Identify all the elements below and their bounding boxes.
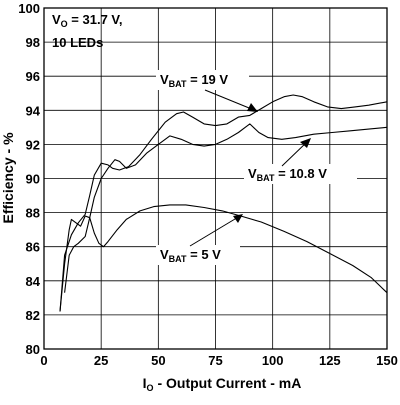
- label-bg-19v: [156, 70, 249, 90]
- x-tick-label: 0: [40, 353, 47, 368]
- tick-labels: 0 25 50 75 100 125 150 80 82 84 86 88 90 92 94 96 98 100: [18, 1, 398, 368]
- series-line-vbat-10v8: [64, 123, 388, 293]
- series-lines: [59, 94, 388, 312]
- x-tick-label: 25: [94, 353, 108, 368]
- y-axis-title: Efficiency - %: [0, 132, 16, 224]
- conditions-vo: VO = 31.7 V,: [52, 12, 123, 29]
- x-tick-label: 150: [376, 353, 398, 368]
- y-tick-label: 96: [26, 69, 40, 84]
- plot-frame: [43, 7, 388, 350]
- label-bg-10v8: [244, 164, 357, 184]
- series-line-vbat-19v: [59, 94, 388, 312]
- x-tick-label: 75: [208, 353, 222, 368]
- arrow-5v: [189, 214, 243, 247]
- y-tick-label: 84: [26, 274, 41, 289]
- y-tick-label: 86: [26, 240, 40, 255]
- conditions-leds: 10 LEDs: [52, 35, 103, 50]
- label-bg-5v: [156, 245, 240, 265]
- y-tick-label: 82: [26, 308, 40, 323]
- y-tick-label: 90: [26, 172, 40, 187]
- y-tick-label: 94: [26, 103, 41, 118]
- arrow-10v8: [281, 138, 311, 167]
- x-tick-label: 125: [319, 353, 341, 368]
- y-tick-label: 88: [26, 206, 40, 221]
- y-tick-label: 92: [26, 137, 40, 152]
- x-tick-label: 100: [262, 353, 284, 368]
- y-tick-label: 100: [18, 1, 40, 16]
- arrow-19v: [204, 89, 258, 112]
- label-10v8: VBAT = 10.8 V: [248, 166, 327, 183]
- y-tick-label: 98: [26, 35, 40, 50]
- y-tick-label: 80: [26, 342, 40, 357]
- series-line-vbat-5v: [59, 204, 388, 312]
- label-19v: VBAT = 19 V: [160, 72, 228, 89]
- x-axis-title: IO - Output Current - mA: [143, 375, 302, 393]
- label-5v: VBAT = 5 V: [160, 247, 221, 264]
- x-tick-label: 50: [151, 353, 165, 368]
